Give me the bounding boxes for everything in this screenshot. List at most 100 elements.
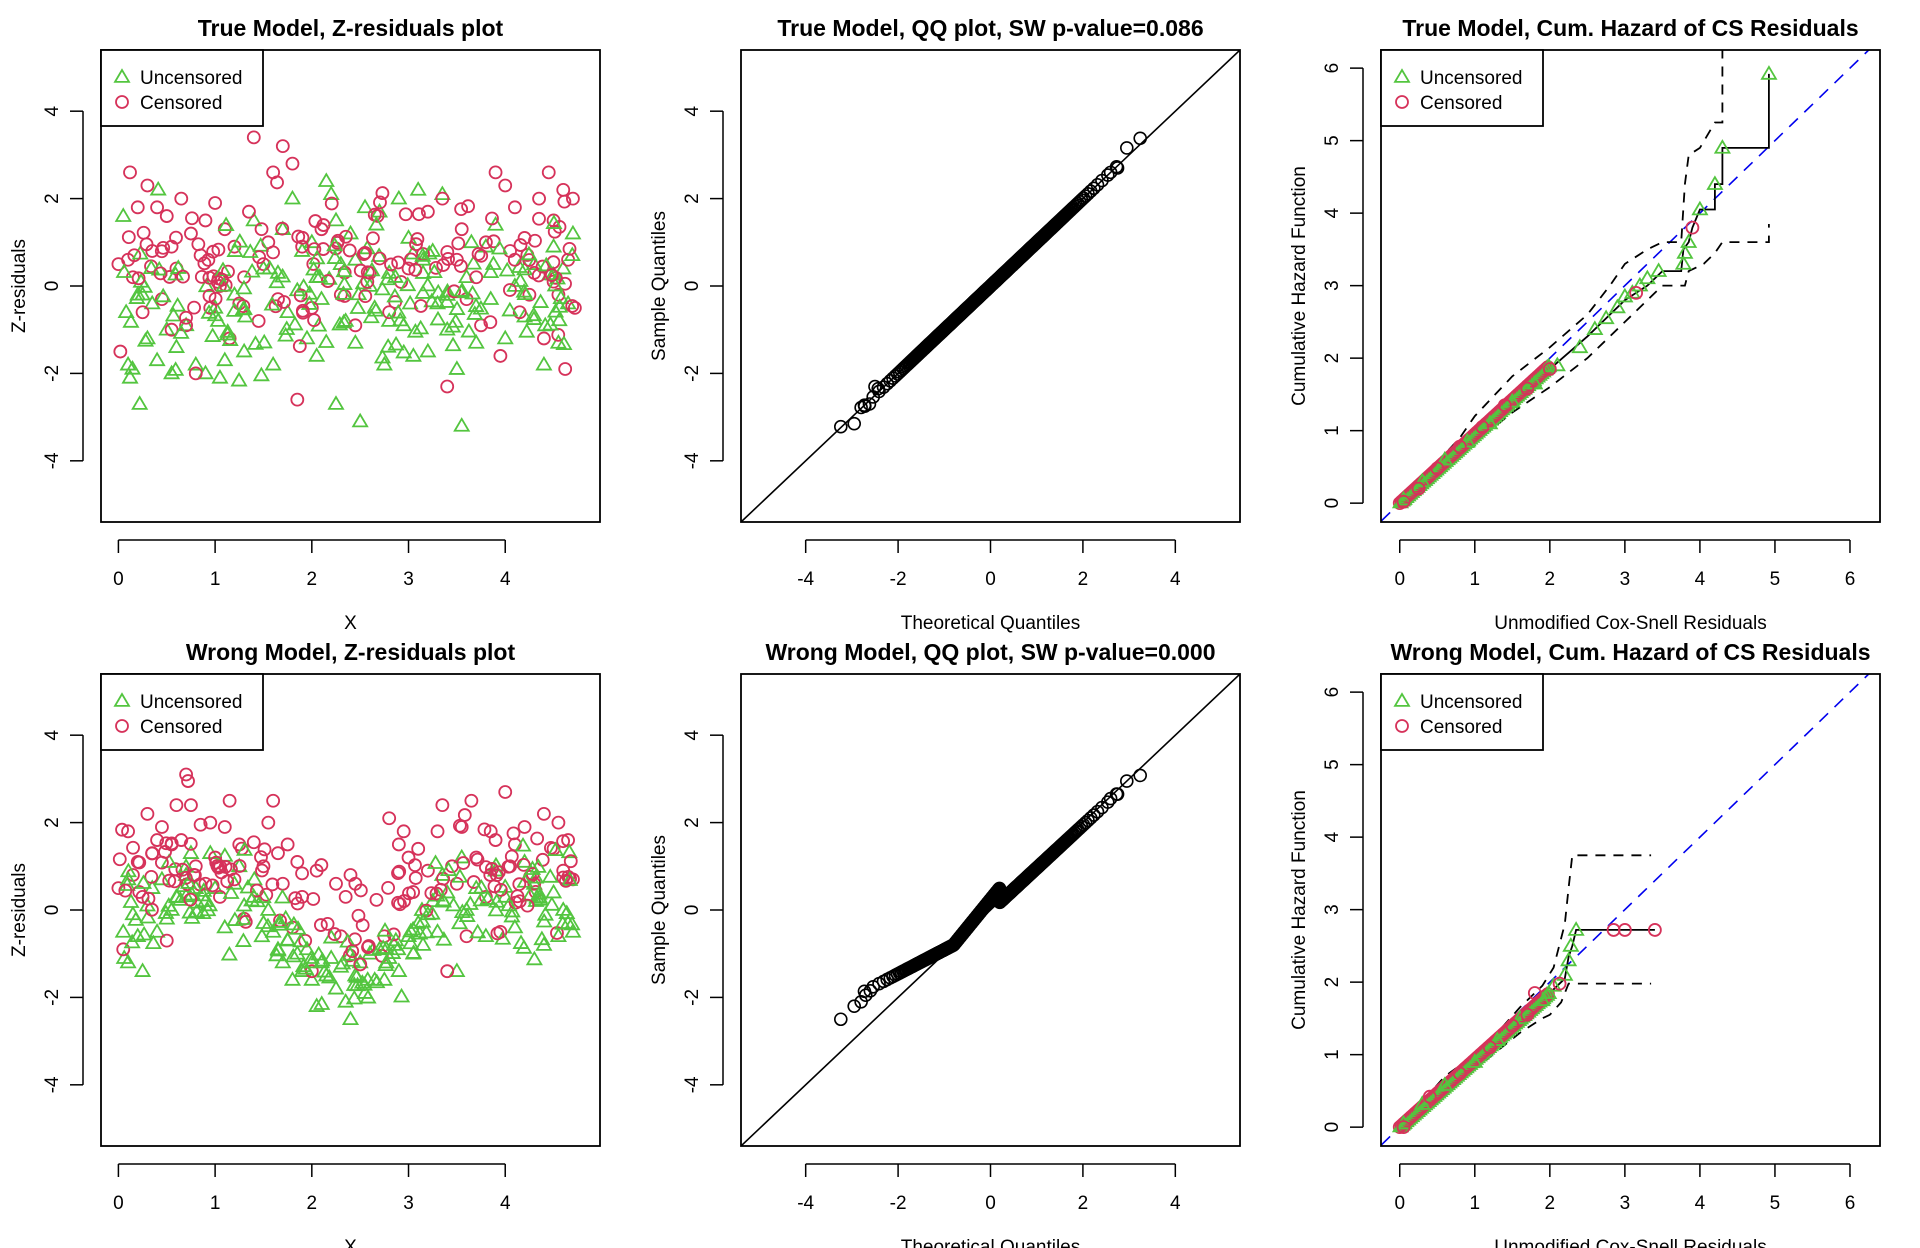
x-tick-label: -2 [890, 569, 907, 590]
chart-title: Wrong Model, QQ plot, SW p-value=0.000 [765, 639, 1215, 665]
uncensored-point [259, 917, 277, 933]
censored-point [153, 266, 168, 281]
censored-point [562, 241, 577, 256]
uncensored-point [313, 995, 331, 1010]
uncensored-point [341, 1010, 360, 1026]
censored-point [232, 859, 247, 873]
uncensored-point [444, 336, 462, 352]
uncensored-point [1680, 233, 1698, 248]
uncensored-point [131, 395, 149, 410]
legend-label-censored: Censored [140, 93, 222, 114]
plot-frame [1380, 673, 1881, 1147]
censored-point [461, 199, 476, 214]
censored-point [440, 379, 455, 394]
censored-point [316, 218, 331, 232]
qq-point [1120, 774, 1134, 788]
y-tick-label: -2 [42, 365, 63, 382]
uncensored-point [346, 334, 364, 349]
uncensored-point [387, 931, 405, 947]
uncensored-point [423, 292, 441, 308]
censored-point [295, 303, 310, 318]
uncensored-point [428, 294, 447, 310]
censored-point [295, 866, 309, 881]
x-tick-label: 4 [1170, 1193, 1181, 1214]
uncensored-point [380, 312, 398, 327]
uncensored-point [546, 302, 565, 318]
uncensored-point [532, 293, 550, 308]
censored-point [527, 876, 542, 891]
y-axis-label: Sample Quantiles [649, 211, 670, 361]
censored-point [532, 211, 546, 226]
uncensored-point [379, 270, 397, 286]
x-tick-label: -4 [797, 1193, 814, 1214]
censored-point [436, 258, 451, 272]
uncensored-point [1533, 991, 1551, 1007]
uncensored-point [368, 973, 386, 989]
uncensored-point [374, 939, 392, 954]
uncensored-point [563, 915, 581, 931]
legend-label-uncensored: Uncensored [1420, 68, 1522, 89]
uncensored-point [303, 953, 321, 969]
censored-point [366, 231, 380, 246]
censored-point [242, 204, 256, 219]
uncensored-point [356, 198, 374, 214]
uncensored-point [511, 272, 529, 287]
uncensored-point [322, 928, 340, 944]
legend-circle-icon [115, 95, 129, 109]
censored-point [338, 229, 353, 244]
y-tick-label: 2 [42, 193, 63, 204]
uncensored-point [123, 359, 142, 375]
censored-point [1452, 1066, 1467, 1081]
censored-point [164, 322, 179, 337]
y-tick-label: 4 [1322, 831, 1343, 842]
uncensored-point [292, 932, 310, 948]
uncensored-point [136, 332, 155, 347]
censored-point [136, 225, 151, 240]
uncensored-point [453, 903, 471, 918]
uncensored-point [527, 892, 545, 907]
x-tick-label: 1 [1470, 569, 1481, 590]
uncensored-point [560, 843, 578, 859]
uncensored-point [448, 300, 466, 315]
uncensored-point [516, 260, 534, 276]
y-tick-label: 5 [1322, 759, 1343, 770]
uncensored-point [564, 923, 582, 938]
y-tick-label: 0 [1322, 1122, 1343, 1133]
x-tick-label: 0 [985, 1193, 996, 1214]
uncensored-point [234, 910, 252, 925]
censored-point [175, 862, 190, 877]
uncensored-point [345, 989, 363, 1005]
uncensored-point [392, 987, 411, 1003]
x-tick-label: 2 [1078, 1193, 1089, 1214]
censored-point [118, 883, 133, 898]
censored-point [123, 165, 137, 180]
qq-point [1133, 131, 1147, 146]
censored-point [551, 327, 566, 342]
censored-point [386, 927, 401, 942]
censored-point [488, 165, 503, 180]
uncensored-point [119, 862, 137, 878]
uncensored-point [490, 239, 509, 255]
uncensored-point [1650, 262, 1668, 277]
y-axis-label: Z-residuals [9, 863, 30, 957]
censored-point [440, 245, 455, 259]
y-tick-label: 4 [682, 105, 703, 116]
uncensored-point [496, 329, 514, 345]
legend-label-uncensored: Uncensored [1420, 692, 1522, 713]
censored-point [435, 191, 450, 206]
uncensored-point [401, 294, 419, 310]
censored-point [483, 315, 498, 330]
qq-point [868, 379, 882, 394]
censored-point [1520, 381, 1535, 396]
censored-point [493, 349, 508, 363]
censored-point [183, 836, 198, 851]
uncensored-point [234, 300, 252, 316]
uncensored-point [121, 369, 139, 384]
censored-point [209, 855, 224, 870]
uncensored-point [448, 360, 466, 375]
chart-title: True Model, Cum. Hazard of CS Residuals [1402, 15, 1858, 41]
uncensored-point [283, 189, 302, 205]
censored-point [358, 289, 373, 304]
censored-point [381, 880, 396, 895]
